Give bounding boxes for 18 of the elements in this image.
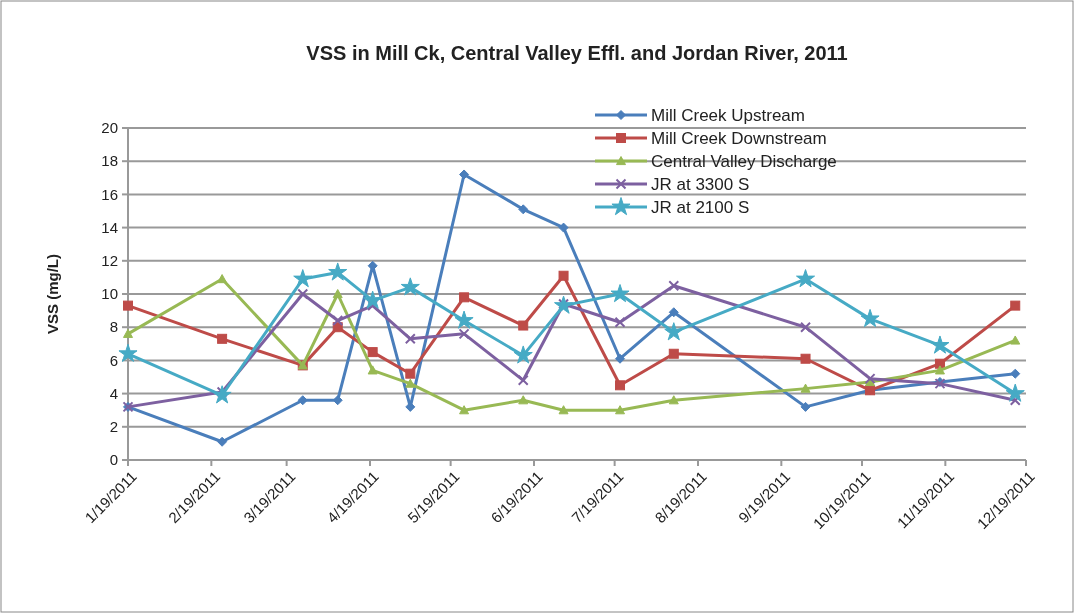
- y-tick-label: 4: [109, 384, 118, 402]
- y-tick-label: 20: [101, 119, 118, 137]
- legend-label: Mill Creek Upstream: [651, 105, 805, 125]
- legend-label: Central Valley Discharge: [651, 151, 837, 171]
- y-tick-label: 2: [109, 418, 118, 436]
- y-tick-label: 10: [101, 285, 118, 303]
- y-tick-label: 8: [109, 318, 118, 336]
- legend-label: Mill Creek Downstream: [651, 128, 827, 148]
- chart-title: VSS in Mill Ck, Central Valley Effl. and Jordan River, 2011: [306, 42, 848, 64]
- y-tick-label: 12: [101, 252, 118, 270]
- legend-label: JR at 2100 S: [651, 197, 750, 217]
- y-tick-label: 16: [101, 185, 118, 203]
- y-tick-label: 14: [101, 218, 118, 236]
- y-tick-label: 0: [109, 451, 118, 469]
- y-tick-label: 18: [101, 152, 118, 170]
- legend-label: JR at 3300 S: [651, 174, 750, 194]
- y-axis-title: VSS (mg/L): [44, 253, 61, 335]
- y-tick-label: 6: [109, 351, 118, 369]
